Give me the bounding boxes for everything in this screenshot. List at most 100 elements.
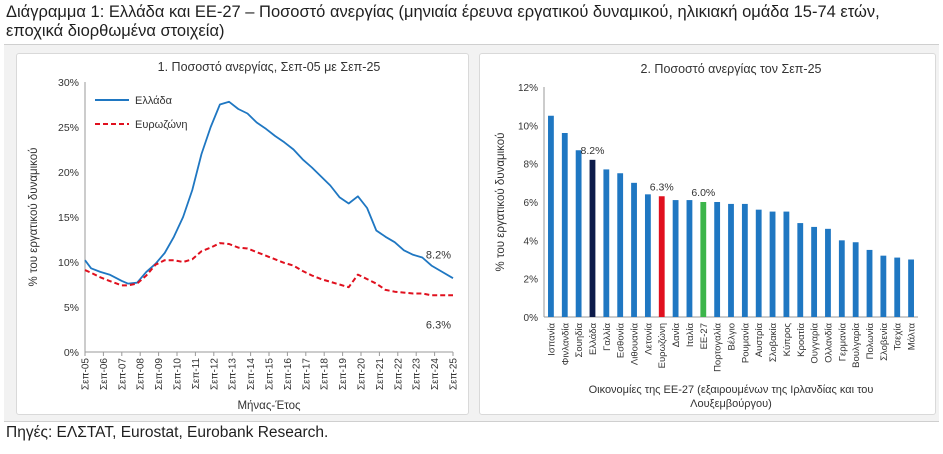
- bar-3: [589, 159, 596, 317]
- bar-24: [880, 255, 887, 317]
- chart-title: 2. Ποσοστό ανεργίας τον Σεπ-25: [641, 62, 822, 76]
- bar-10: [686, 200, 693, 317]
- bar-value-label: 6.3%: [650, 181, 674, 193]
- category-label: Σουηδία: [574, 322, 585, 357]
- x-tick-label: Σεπ-06: [99, 358, 110, 390]
- category-label: Κύπρος: [782, 323, 793, 357]
- annotation-eurozone-last: 6.3%: [426, 320, 451, 332]
- x-tick-label: Σεπ-07: [117, 358, 128, 390]
- annotation-greece-last: 8.2%: [426, 249, 451, 261]
- legend-label: Ελλάδα: [135, 95, 173, 107]
- category-label: Ολλανδία: [823, 323, 834, 363]
- bar-14: [741, 203, 748, 317]
- series-line-greece: [84, 100, 454, 285]
- bar-13: [728, 203, 734, 317]
- figure-frame: 1. Ποσοστό ανεργίας, Σεπ-05 με Σεπ-25 0% 5…: [4, 44, 939, 422]
- x-tick-label: Σεπ-19: [338, 358, 349, 390]
- bar-4: [603, 169, 610, 317]
- y-tick-label: 5%: [64, 302, 79, 314]
- right-chart-panel: 2. Ποσοστό ανεργίας τον Σεπ-25 0% 2% 4% 6% 8%…: [479, 53, 936, 415]
- category-label: Σλοβενία: [879, 323, 890, 361]
- category-label: Μάλτα: [907, 323, 918, 351]
- x-tick-label: Σεπ-22: [393, 358, 404, 390]
- y-tick-label: 20%: [58, 167, 79, 179]
- bar-11: [700, 202, 707, 317]
- bar-8: [658, 196, 665, 317]
- y-tick-label: 0%: [524, 313, 539, 324]
- bar-9: [672, 200, 679, 317]
- bar-21: [838, 240, 845, 317]
- bar-6: [631, 182, 637, 317]
- y-tick-label: 10%: [58, 257, 79, 269]
- y-tick-label: 25%: [58, 122, 79, 134]
- x-tick-label: Σεπ-17: [301, 358, 312, 390]
- x-tick-label: Σεπ-20: [357, 358, 368, 390]
- category-label: Λιθουανία: [630, 323, 641, 366]
- x-tick-label: Σεπ-08: [136, 358, 147, 390]
- left-chart-panel: 1. Ποσοστό ανεργίας, Σεπ-05 με Σεπ-25 0% 5…: [16, 53, 469, 415]
- bar-16: [769, 211, 776, 317]
- category-label: Γερμανία: [837, 323, 848, 362]
- category-label: Ρουμανία: [740, 322, 751, 363]
- category-label: Ισπανία: [546, 323, 557, 356]
- category-label: Σλοβακία: [768, 322, 779, 362]
- x-tick-label: Σεπ-15: [265, 358, 276, 390]
- y-tick-label: 15%: [58, 212, 79, 224]
- bar-value-label: 6.0%: [691, 187, 715, 199]
- y-tick-label: 30%: [58, 77, 79, 89]
- bar-15: [755, 209, 762, 317]
- bar-18: [797, 223, 804, 317]
- bar-7: [644, 194, 651, 317]
- category-label: Πολωνία: [865, 322, 876, 359]
- x-tick-label: Σεπ-11: [191, 358, 202, 390]
- y-tick-label: 6%: [524, 198, 539, 209]
- category-label: Λετονία: [643, 323, 654, 355]
- bar-23: [866, 249, 873, 317]
- bar-1: [561, 133, 568, 317]
- bar-5: [617, 173, 624, 317]
- category-label: Δανία: [671, 323, 682, 348]
- y-tick-label: 10%: [518, 121, 538, 132]
- y-tick-label: 12%: [518, 83, 538, 94]
- x-tick-label: Σεπ-10: [173, 358, 184, 390]
- unemployment-bar-chart: 2. Ποσοστό ανεργίας τον Σεπ-25 0% 2% 4% 6% 8%…: [495, 62, 918, 410]
- bar-26: [908, 259, 914, 317]
- x-tick-label: Σεπ-14: [246, 358, 257, 390]
- bar-17: [783, 211, 790, 317]
- category-label: Ελλάδα: [588, 322, 599, 354]
- series-line-eurozone: [84, 242, 453, 297]
- bar-25: [894, 257, 901, 317]
- category-label: Ιταλία: [685, 322, 696, 347]
- chart-title: 1. Ποσοστό ανεργίας, Σεπ-05 με Σεπ-25: [158, 60, 381, 74]
- y-tick-label: 4%: [524, 236, 539, 247]
- x-tick-label: Σεπ-16: [283, 358, 294, 390]
- category-label: Βουλγαρία: [851, 323, 862, 368]
- x-tick-label: Σεπ-24: [430, 358, 441, 390]
- category-label: Ουγγαρία: [810, 323, 821, 364]
- category-label: Εσθονία: [616, 322, 627, 358]
- x-tick-label: Σεπ-25: [449, 358, 460, 390]
- figure-title: Διάγραμμα 1: Ελλάδα και ΕΕ-27 – Ποσοστό …: [6, 3, 880, 40]
- x-tick-label: Σεπ-13: [228, 358, 239, 390]
- category-label: Φινλανδία: [560, 323, 571, 366]
- category-label: Ευρωζώνη: [657, 323, 668, 368]
- x-tick-label: Σεπ-23: [412, 358, 423, 390]
- x-tick-label: Σεπ-12: [209, 358, 220, 390]
- x-tick-label: Σεπ-18: [320, 358, 331, 390]
- category-label: Γαλλία: [602, 322, 613, 350]
- x-tick-label: Σεπ-09: [154, 358, 165, 390]
- bar-20: [825, 228, 831, 317]
- x-axis-title: Μήνας-Έτος: [237, 400, 301, 412]
- x-tick-label: Σεπ-05: [81, 358, 92, 390]
- category-label: Τσεχία: [893, 322, 904, 350]
- y-tick-label: 0%: [64, 347, 79, 359]
- category-label: Κροατία: [796, 322, 807, 356]
- source-note: Πηγές: ΕΛΣΤΑΤ, Eurostat, Eurobank Resear…: [6, 424, 329, 441]
- bar-value-label: 8.2%: [581, 145, 605, 157]
- y-axis-title: % του εργατικού δυναμικού: [495, 133, 507, 272]
- unemployment-line-chart: 1. Ποσοστό ανεργίας, Σεπ-05 με Σεπ-25 0% 5…: [28, 60, 460, 412]
- y-tick-label: 8%: [524, 160, 539, 171]
- category-label: Πορτογαλία: [713, 323, 724, 372]
- y-axis-title: % του εργατικού δυναμικού: [28, 148, 40, 287]
- bar-22: [852, 242, 859, 317]
